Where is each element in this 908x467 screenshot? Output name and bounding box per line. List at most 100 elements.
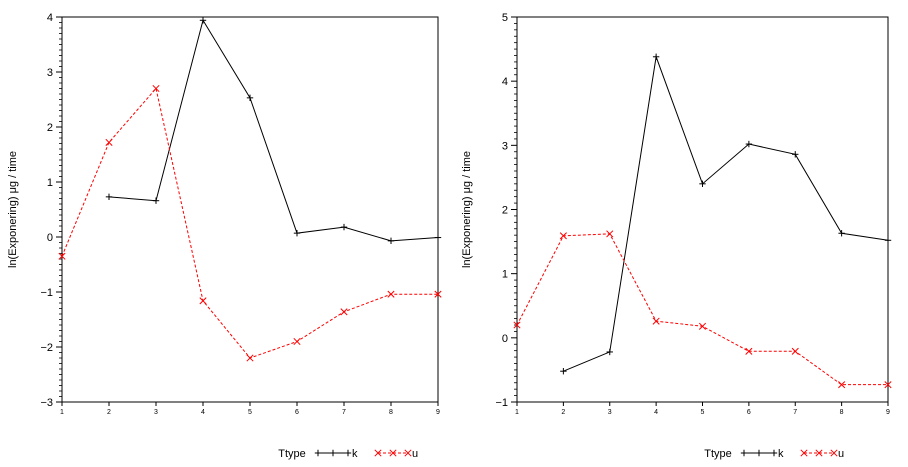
y-tick-label: −1 bbox=[40, 287, 53, 299]
legend-marker bbox=[770, 449, 778, 457]
x-tick-label: 8 bbox=[389, 409, 393, 416]
data-point-k bbox=[340, 223, 348, 231]
x-tick-label: 6 bbox=[747, 409, 751, 416]
y-tick-label: 0 bbox=[502, 333, 508, 345]
x-tick-label: 9 bbox=[436, 409, 440, 416]
legend-item-k: k bbox=[740, 448, 784, 460]
data-point-k bbox=[387, 237, 395, 245]
y-tick-label: 1 bbox=[47, 177, 53, 189]
data-point-u bbox=[293, 337, 301, 346]
series-line-u bbox=[61, 87, 438, 359]
data-point-u bbox=[559, 232, 567, 240]
data-point-u bbox=[513, 321, 521, 329]
data-point-k bbox=[105, 193, 113, 201]
data-point-u bbox=[745, 347, 753, 355]
y-tick-label: 0 bbox=[47, 232, 53, 244]
chart-right: −1 0 1 2 3 4 5 1 2 3 4 5 6 7 8 9 ln(Exponering) μg / tim… bbox=[461, 12, 892, 460]
data-point-k bbox=[246, 94, 254, 102]
legend-marker bbox=[800, 449, 808, 457]
data-point-u bbox=[246, 354, 254, 362]
data-point-k bbox=[652, 53, 660, 60]
x-tick-label: 3 bbox=[154, 409, 158, 416]
legend-marker bbox=[389, 449, 397, 457]
y-tick-label: 3 bbox=[47, 67, 53, 79]
x-tick-label: 3 bbox=[608, 409, 612, 416]
data-point-u bbox=[434, 290, 442, 298]
x-tick-label: 8 bbox=[840, 409, 844, 416]
plot-frame bbox=[516, 16, 889, 403]
x-tick-label: 5 bbox=[701, 409, 705, 416]
data-point-u bbox=[884, 381, 892, 389]
legend-item-u: u bbox=[800, 448, 844, 460]
x-tick-label: 4 bbox=[201, 409, 205, 416]
y-tick-label: 4 bbox=[47, 12, 53, 24]
data-point-k bbox=[838, 230, 845, 237]
series-line-k bbox=[108, 19, 439, 242]
data-point-u bbox=[58, 252, 66, 260]
y-axis-label: ln(Exponering) μg / time bbox=[7, 151, 19, 268]
x-tick-label: 1 bbox=[60, 409, 64, 416]
x-tick-label: 2 bbox=[107, 409, 111, 416]
data-point-k bbox=[152, 197, 160, 204]
legend-item-k: k bbox=[314, 448, 358, 460]
legend-item-u: u bbox=[374, 448, 418, 460]
x-tick-label: 5 bbox=[248, 409, 252, 416]
data-point-k bbox=[792, 151, 799, 158]
y-tick-label: 4 bbox=[502, 76, 508, 88]
y-tick-label: −1 bbox=[495, 397, 508, 409]
data-point-k bbox=[293, 229, 301, 237]
series-line-k bbox=[563, 54, 889, 372]
legend-title: Ttype bbox=[704, 448, 732, 460]
legend-label: u bbox=[412, 448, 418, 460]
legend-marker bbox=[755, 449, 763, 457]
legend-marker bbox=[830, 449, 838, 457]
data-point-u bbox=[606, 230, 614, 238]
data-point-u bbox=[340, 308, 348, 316]
data-point-k bbox=[745, 140, 753, 148]
data-point-u bbox=[838, 381, 846, 389]
x-tick-label: 1 bbox=[515, 409, 519, 416]
legend-marker bbox=[740, 449, 748, 457]
y-tick-label: −3 bbox=[40, 397, 53, 409]
data-point-k bbox=[699, 180, 706, 188]
y-tick-label: 5 bbox=[502, 12, 508, 24]
data-point-u bbox=[652, 317, 660, 325]
legend-marker bbox=[815, 449, 823, 457]
y-tick-label: 3 bbox=[502, 140, 508, 152]
legend-marker bbox=[329, 449, 337, 457]
legend-marker bbox=[344, 449, 352, 457]
y-tick-label: 2 bbox=[502, 205, 508, 217]
x-tick-label: 9 bbox=[886, 409, 890, 416]
x-tick-label: 7 bbox=[342, 409, 346, 416]
data-point-u bbox=[387, 290, 395, 298]
y-tick-label: −2 bbox=[40, 342, 53, 354]
series-line-u bbox=[516, 233, 888, 386]
data-point-k bbox=[199, 17, 207, 24]
x-tick-label: 4 bbox=[654, 409, 658, 416]
y-tick-label: 2 bbox=[47, 122, 53, 134]
data-point-u bbox=[199, 297, 207, 305]
x-tick-label: 6 bbox=[295, 409, 299, 416]
data-point-k bbox=[434, 234, 442, 241]
data-point-k bbox=[884, 237, 892, 244]
x-tick-label: 7 bbox=[793, 409, 797, 416]
data-point-k bbox=[560, 368, 567, 375]
data-point-u bbox=[152, 84, 160, 93]
legend: Ttype k u bbox=[704, 448, 844, 460]
plot-frame bbox=[61, 16, 439, 403]
data-point-u bbox=[698, 322, 707, 330]
data-point-u bbox=[105, 138, 113, 146]
legend-label: k bbox=[352, 448, 358, 460]
chart-left: −3 −2 −1 0 1 2 3 4 1 2 3 4 5 6 7 8 9 ln(Exponering) μg / … bbox=[7, 12, 442, 460]
y-axis-label: ln(Exponering) μg / time bbox=[461, 151, 473, 268]
data-point-u bbox=[791, 347, 799, 355]
legend-label: k bbox=[778, 448, 784, 460]
y-tick-label: 1 bbox=[502, 269, 508, 281]
legend-marker bbox=[374, 449, 382, 457]
legend: Ttype k u bbox=[278, 448, 418, 460]
x-tick-label: 2 bbox=[561, 409, 565, 416]
legend-title: Ttype bbox=[278, 448, 306, 460]
legend-label: u bbox=[838, 448, 844, 460]
data-point-k bbox=[606, 348, 613, 356]
